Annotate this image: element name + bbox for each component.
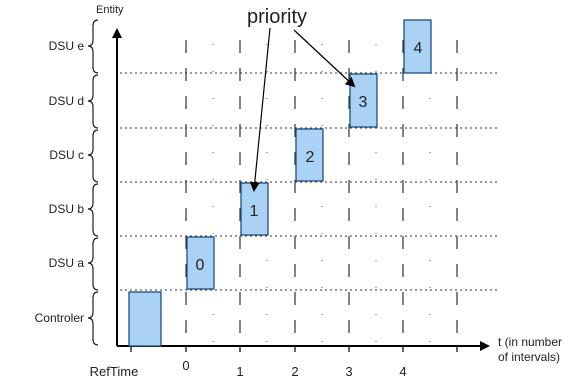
slot-controler [128, 291, 162, 347]
priority-arrow-to-slot-1 [249, 27, 271, 192]
slot-dsu-c [295, 128, 324, 182]
slot-label-dsu-e: 4 [414, 40, 423, 57]
entity-label-dsu-d: DSU d [49, 94, 84, 108]
slot-label-dsu-a: 0 [196, 257, 205, 274]
slot-dsu-e [403, 19, 432, 74]
priority-arrow-to-slot-3 [293, 29, 356, 88]
x-tick-label-4: 4 [399, 364, 406, 379]
x-tick-labels: RefTime 0 1 2 3 4 [90, 358, 407, 379]
row-braces [87, 19, 99, 346]
slot-label-dsu-d: 3 [359, 94, 368, 111]
row-brace-dsu-e [87, 19, 99, 74]
x-tick-label-3: 3 [345, 364, 352, 379]
entity-label-controler: Controler [35, 311, 84, 325]
x-tick-label-1: 1 [236, 364, 243, 379]
entity-label-dsu-e: DSU e [49, 39, 85, 53]
slot-label-dsu-b: 1 [250, 203, 259, 220]
priority-annotation: priority [247, 6, 307, 28]
x-tick-label-ref: RefTime [90, 364, 139, 379]
entity-label-dsu-b: DSU b [49, 202, 85, 216]
x-tick-label-2: 2 [291, 364, 298, 379]
schedule-slots [128, 19, 432, 347]
x-axis-ticks [130, 346, 458, 352]
entity-label-dsu-a: DSU a [49, 256, 85, 270]
row-brace-dsu-b [87, 183, 99, 237]
slot-dsu-d [349, 73, 378, 128]
x-tick-label-0: 0 [182, 358, 189, 373]
x-axis-title-line-2: of intervals) [498, 350, 560, 364]
x-axis-title-line-1: t (in number [498, 335, 562, 349]
slot-label-dsu-c: 2 [306, 149, 315, 166]
y-axis-title: Entity [96, 4, 124, 16]
slot-dsu-a [186, 236, 215, 290]
row-brace-controler [87, 291, 99, 346]
row-separators [120, 72, 498, 291]
entity-labels: DSU e DSU d DSU c DSU b DSU a Controler [35, 39, 85, 325]
entity-label-dsu-c: DSU c [49, 148, 84, 162]
row-brace-dsu-c [87, 129, 99, 183]
row-brace-dsu-a [87, 237, 99, 291]
row-brace-dsu-d [87, 74, 99, 129]
slot-labels: 0 1 2 3 4 [196, 40, 423, 274]
interval-boundaries [185, 40, 458, 342]
